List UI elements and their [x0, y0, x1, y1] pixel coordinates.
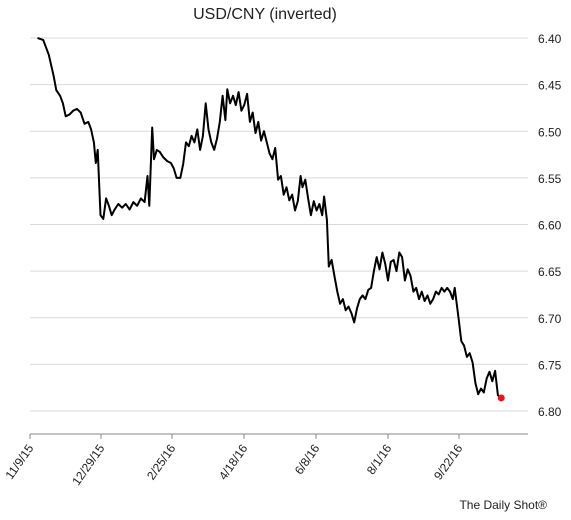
y-tick-label: 6.60	[538, 219, 562, 233]
x-tick-label: 8/1/16	[364, 441, 395, 477]
y-tick-label: 6.70	[538, 312, 562, 326]
y-tick-label: 6.80	[538, 405, 562, 419]
x-tick-label: 2/25/16	[144, 441, 179, 482]
y-tick-label: 6.40	[538, 32, 562, 46]
x-tick-label: 4/18/16	[216, 441, 251, 482]
x-tick-label: 12/29/15	[69, 441, 107, 488]
y-tick-label: 6.50	[538, 125, 562, 139]
y-tick-label: 6.65	[538, 265, 562, 279]
x-tick-label: 11/9/15	[3, 441, 37, 481]
y-tick-label: 6.45	[538, 79, 562, 93]
chart-title: USD/CNY (inverted)	[193, 6, 337, 23]
x-tick-label: 9/22/16	[431, 441, 466, 482]
x-tick-label: 6/8/16	[292, 441, 323, 477]
last-value-marker	[497, 394, 505, 402]
source-label: The Daily Shot®	[459, 498, 547, 512]
y-tick-label: 6.55	[538, 172, 562, 186]
y-tick-label: 6.75	[538, 358, 562, 372]
series-line	[37, 37, 502, 399]
